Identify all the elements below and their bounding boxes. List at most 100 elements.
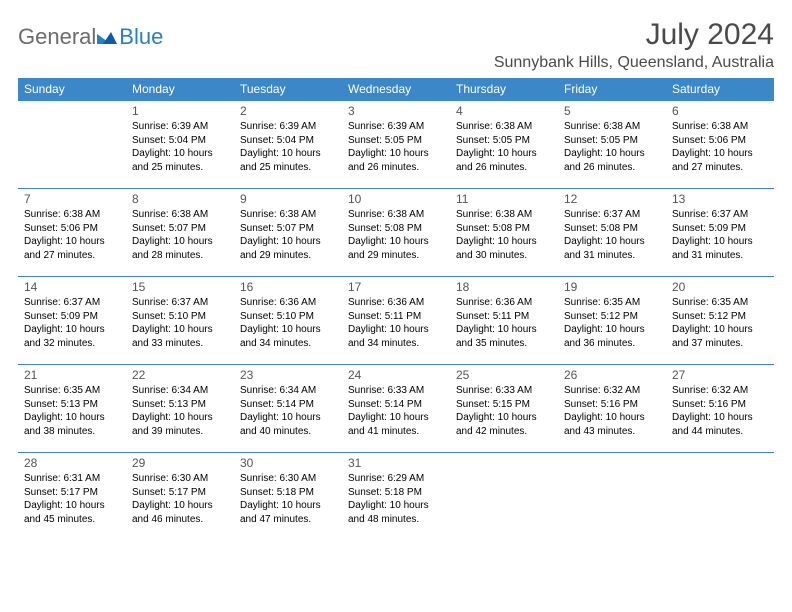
day-info: Sunrise: 6:38 AMSunset: 5:06 PMDaylight:… [24,208,120,262]
day-number: 10 [348,192,444,206]
day-info: Sunrise: 6:32 AMSunset: 5:16 PMDaylight:… [564,384,660,438]
day-number: 27 [672,368,768,382]
day-info: Sunrise: 6:39 AMSunset: 5:04 PMDaylight:… [240,120,336,174]
day-number: 21 [24,368,120,382]
day-info: Sunrise: 6:36 AMSunset: 5:11 PMDaylight:… [348,296,444,350]
day-info: Sunrise: 6:36 AMSunset: 5:10 PMDaylight:… [240,296,336,350]
calendar-day-cell: 13 Sunrise: 6:37 AMSunset: 5:09 PMDayligh… [666,189,774,277]
calendar-day-cell: 5 Sunrise: 6:38 AMSunset: 5:05 PMDaylight… [558,101,666,189]
calendar-day-cell: 10 Sunrise: 6:38 AMSunset: 5:08 PMDayligh… [342,189,450,277]
day-number: 29 [132,456,228,470]
day-info: Sunrise: 6:37 AMSunset: 5:10 PMDaylight:… [132,296,228,350]
day-info: Sunrise: 6:37 AMSunset: 5:09 PMDaylight:… [672,208,768,262]
calendar-day-cell: 18 Sunrise: 6:36 AMSunset: 5:11 PMDayligh… [450,277,558,365]
calendar-week-row: 28Sunrise: 6:31 AMSunset: 5:17 PMDayligh… [18,453,774,541]
weekday-header: Tuesday [234,78,342,101]
day-info: Sunrise: 6:33 AMSunset: 5:15 PMDaylight:… [456,384,552,438]
calendar-day-cell: 17Sunrise: 6:36 AMSunset: 5:11 PMDayligh… [342,277,450,365]
day-number: 11 [456,192,552,206]
day-number: 18 [456,280,552,294]
day-number: 6 [672,104,768,118]
day-number: 5 [564,104,660,118]
day-info: Sunrise: 6:39 AMSunset: 5:05 PMDaylight:… [348,120,444,174]
calendar-empty-cell [558,453,666,541]
calendar-day-cell: 2 Sunrise: 6:39 AMSunset: 5:04 PMDaylight… [234,101,342,189]
day-info: Sunrise: 6:38 AMSunset: 5:05 PMDaylight:… [456,120,552,174]
calendar-day-cell: 31 Sunrise: 6:29 AMSunset: 5:18 PMDayligh… [342,453,450,541]
day-number: 3 [348,104,444,118]
day-info: Sunrise: 6:38 AMSunset: 5:08 PMDaylight:… [348,208,444,262]
calendar-day-cell: 19 Sunrise: 6:35 AMSunset: 5:12 PMDayligh… [558,277,666,365]
day-number: 16 [240,280,336,294]
day-info: Sunrise: 6:30 AMSunset: 5:17 PMDaylight:… [132,472,228,526]
logo: General Blue [18,18,163,50]
day-number: 24 [348,368,444,382]
calendar-day-cell: 7 Sunrise: 6:38 AMSunset: 5:06 PMDaylight… [18,189,126,277]
calendar-week-row: 7 Sunrise: 6:38 AMSunset: 5:06 PMDaylight… [18,189,774,277]
day-info: Sunrise: 6:38 AMSunset: 5:05 PMDaylight:… [564,120,660,174]
day-info: Sunrise: 6:35 AMSunset: 5:12 PMDaylight:… [564,296,660,350]
calendar-day-cell: 12 Sunrise: 6:37 AMSunset: 5:08 PMDayligh… [558,189,666,277]
day-info: Sunrise: 6:34 AMSunset: 5:14 PMDaylight:… [240,384,336,438]
day-info: Sunrise: 6:33 AMSunset: 5:14 PMDaylight:… [348,384,444,438]
calendar-header-row: SundayMondayTuesdayWednesdayThursdayFrid… [18,78,774,101]
day-number: 19 [564,280,660,294]
page-title: July 2024 [494,18,774,52]
calendar-day-cell: 6 Sunrise: 6:38 AMSunset: 5:06 PMDaylight… [666,101,774,189]
calendar-day-cell: 23 Sunrise: 6:34 AMSunset: 5:14 PMDayligh… [234,365,342,453]
calendar-empty-cell [18,101,126,189]
day-number: 7 [24,192,120,206]
day-info: Sunrise: 6:38 AMSunset: 5:08 PMDaylight:… [456,208,552,262]
day-info: Sunrise: 6:29 AMSunset: 5:18 PMDaylight:… [348,472,444,526]
day-info: Sunrise: 6:36 AMSunset: 5:11 PMDaylight:… [456,296,552,350]
day-info: Sunrise: 6:34 AMSunset: 5:13 PMDaylight:… [132,384,228,438]
calendar-day-cell: 14 Sunrise: 6:37 AMSunset: 5:09 PMDayligh… [18,277,126,365]
day-info: Sunrise: 6:35 AMSunset: 5:13 PMDaylight:… [24,384,120,438]
day-info: Sunrise: 6:38 AMSunset: 5:06 PMDaylight:… [672,120,768,174]
calendar-day-cell: 11 Sunrise: 6:38 AMSunset: 5:08 PMDayligh… [450,189,558,277]
day-number: 30 [240,456,336,470]
day-info: Sunrise: 6:38 AMSunset: 5:07 PMDaylight:… [132,208,228,262]
day-number: 9 [240,192,336,206]
calendar-day-cell: 26 Sunrise: 6:32 AMSunset: 5:16 PMDayligh… [558,365,666,453]
title-block: July 2024 Sunnybank Hills, Queensland, A… [494,18,774,72]
calendar-day-cell: 28Sunrise: 6:31 AMSunset: 5:17 PMDayligh… [18,453,126,541]
day-number: 20 [672,280,768,294]
day-number: 26 [564,368,660,382]
calendar-day-cell: 30 Sunrise: 6:30 AMSunset: 5:18 PMDayligh… [234,453,342,541]
calendar-body: 1 Sunrise: 6:39 AMSunset: 5:04 PMDaylight… [18,101,774,541]
calendar-day-cell: 21 Sunrise: 6:35 AMSunset: 5:13 PMDayligh… [18,365,126,453]
day-info: Sunrise: 6:37 AMSunset: 5:08 PMDaylight:… [564,208,660,262]
day-info: Sunrise: 6:30 AMSunset: 5:18 PMDaylight:… [240,472,336,526]
day-number: 22 [132,368,228,382]
location-text: Sunnybank Hills, Queensland, Australia [494,54,774,72]
calendar-day-cell: 3 Sunrise: 6:39 AMSunset: 5:05 PMDaylight… [342,101,450,189]
logo-text-1: General [18,24,96,50]
day-number: 12 [564,192,660,206]
calendar-day-cell: 1Sunrise: 6:39 AMSunset: 5:04 PMDaylight… [126,101,234,189]
day-info: Sunrise: 6:32 AMSunset: 5:16 PMDaylight:… [672,384,768,438]
day-number: 2 [240,104,336,118]
day-number: 14 [24,280,120,294]
day-number: 25 [456,368,552,382]
day-number: 23 [240,368,336,382]
calendar-table: SundayMondayTuesdayWednesdayThursdayFrid… [18,78,774,541]
day-number: 13 [672,192,768,206]
calendar-day-cell: 8Sunrise: 6:38 AMSunset: 5:07 PMDaylight… [126,189,234,277]
calendar-day-cell: 27 Sunrise: 6:32 AMSunset: 5:16 PMDayligh… [666,365,774,453]
day-number: 4 [456,104,552,118]
calendar-day-cell: 22 Sunrise: 6:34 AMSunset: 5:13 PMDayligh… [126,365,234,453]
weekday-header: Saturday [666,78,774,101]
weekday-header: Thursday [450,78,558,101]
calendar-day-cell: 20 Sunrise: 6:35 AMSunset: 5:12 PMDayligh… [666,277,774,365]
weekday-header: Friday [558,78,666,101]
calendar-week-row: 14 Sunrise: 6:37 AMSunset: 5:09 PMDayligh… [18,277,774,365]
day-info: Sunrise: 6:37 AMSunset: 5:09 PMDaylight:… [24,296,120,350]
day-number: 1 [132,104,228,118]
day-info: Sunrise: 6:35 AMSunset: 5:12 PMDaylight:… [672,296,768,350]
calendar-day-cell: 25 Sunrise: 6:33 AMSunset: 5:15 PMDayligh… [450,365,558,453]
day-number: 31 [348,456,444,470]
calendar-day-cell: 4 Sunrise: 6:38 AMSunset: 5:05 PMDaylight… [450,101,558,189]
calendar-empty-cell [666,453,774,541]
calendar-empty-cell [450,453,558,541]
